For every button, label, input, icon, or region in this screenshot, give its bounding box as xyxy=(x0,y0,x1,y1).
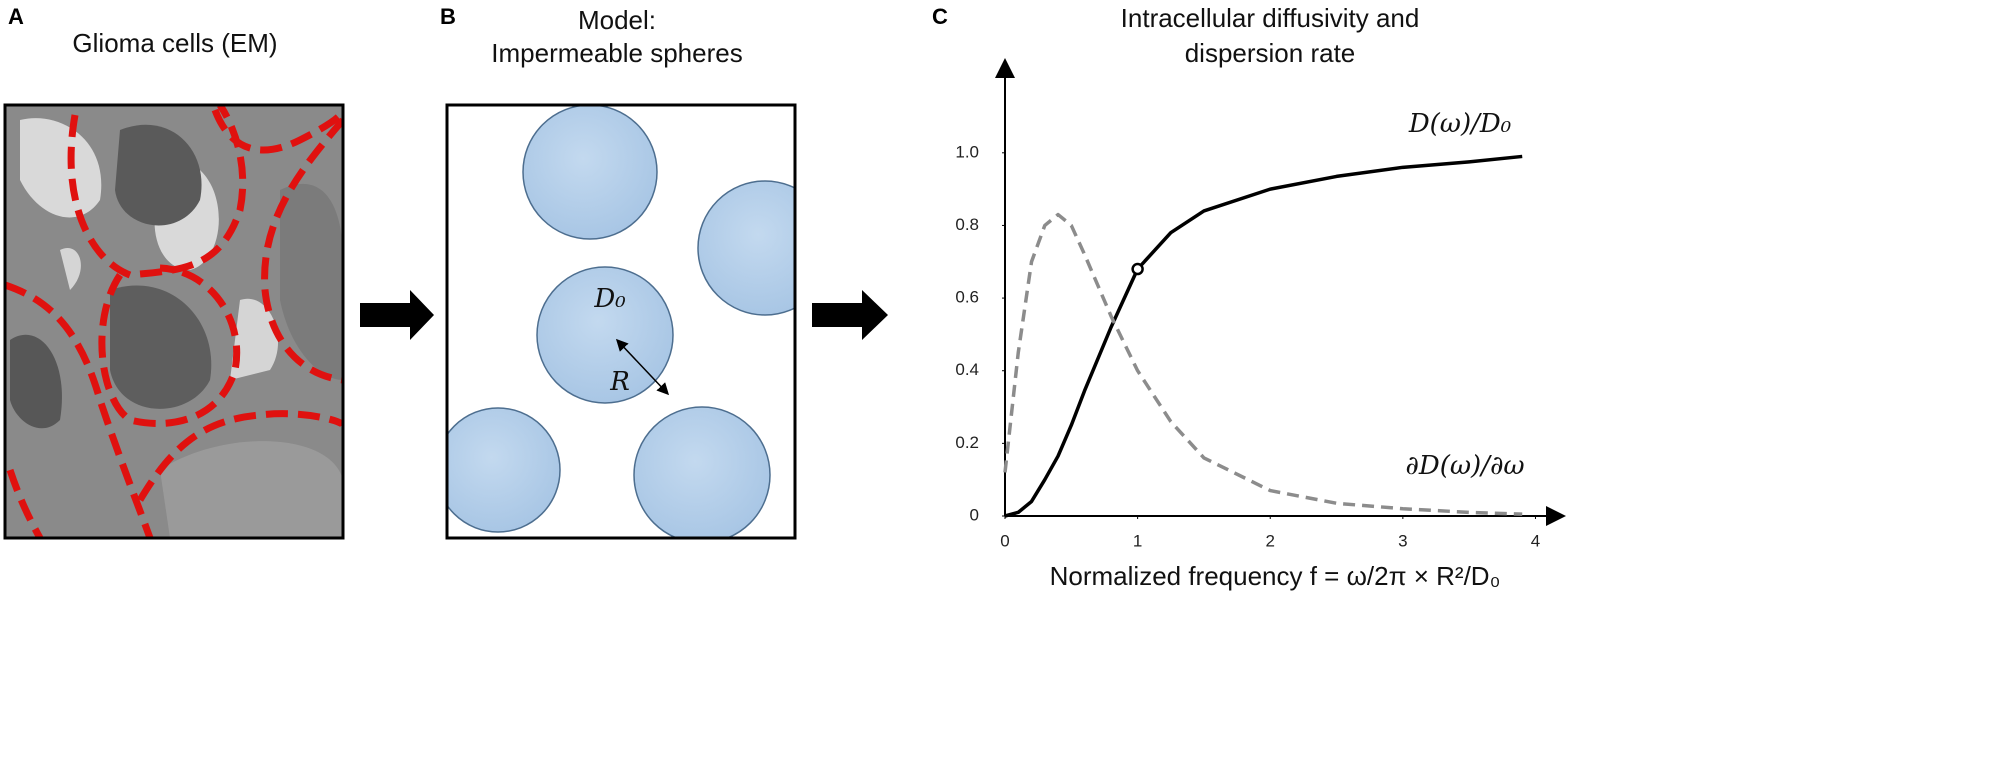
y-tick-label: 1.0 xyxy=(955,142,979,161)
x-tick-label: 2 xyxy=(1266,531,1275,550)
arrow xyxy=(812,290,888,340)
panel-title: Model: xyxy=(578,5,656,35)
arrow xyxy=(360,290,434,340)
x-tick-label: 4 xyxy=(1531,531,1540,550)
curve-label: ∂D(ω)/∂ω xyxy=(1405,451,1524,481)
y-tick-label: 0.6 xyxy=(955,288,979,307)
panel-label: C xyxy=(932,4,948,29)
x-tick-label: 3 xyxy=(1398,531,1407,550)
curve xyxy=(1003,212,1523,516)
panel-title: Glioma cells (EM) xyxy=(72,28,277,58)
radius-label: R xyxy=(609,367,630,397)
x-tick-label: 0 xyxy=(1000,531,1009,550)
panel-frame xyxy=(3,103,345,540)
point-marker xyxy=(1131,262,1144,276)
diffusivity-label: D₀ xyxy=(593,284,626,314)
panel-title: Impermeable spheres xyxy=(491,38,742,68)
em-image xyxy=(5,105,343,538)
y-tick-label: 0.4 xyxy=(955,360,979,379)
curve xyxy=(1004,154,1523,518)
x-axis-label: Normalized frequency f = ω/2π × R²/D₀ xyxy=(1050,561,1501,591)
chart-title: Intracellular diffusivity and xyxy=(1121,3,1420,33)
radius-arrow xyxy=(615,338,670,396)
y-tick-label: 0 xyxy=(970,505,979,524)
x-tick-label: 1 xyxy=(1133,531,1142,550)
y-tick-label: 0.2 xyxy=(955,433,979,452)
chart-title: dispersion rate xyxy=(1185,38,1356,68)
panel-label: B xyxy=(440,4,456,29)
curve-label: D(ω)/D₀ xyxy=(1408,109,1512,139)
y-tick-label: 0.8 xyxy=(955,215,979,234)
spheres xyxy=(447,105,795,538)
panel-frame xyxy=(445,103,797,540)
panel-label: A xyxy=(8,4,24,29)
